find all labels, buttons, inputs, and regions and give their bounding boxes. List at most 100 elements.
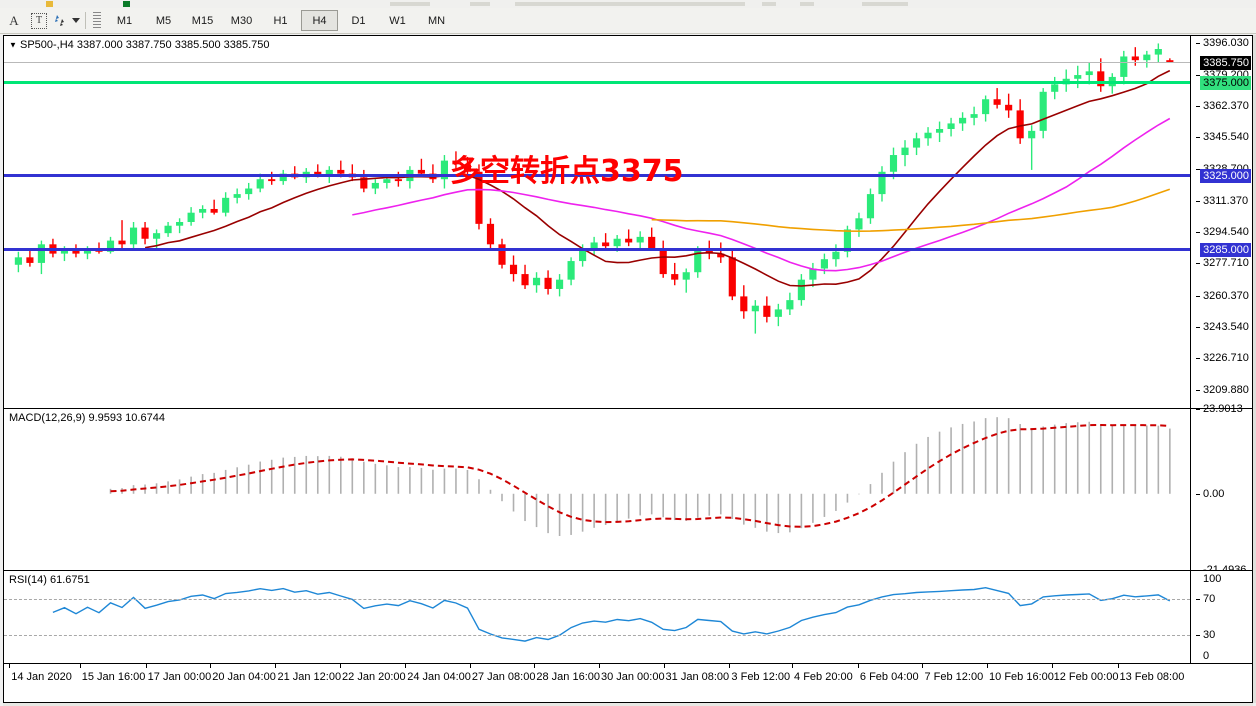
price-tick-3294.540: 3294.540 <box>1196 226 1252 238</box>
time-tick <box>340 664 342 668</box>
time-tick <box>598 664 600 668</box>
time-tick <box>987 664 989 668</box>
rsi-tick-30: 30 <box>1196 629 1252 641</box>
timeframe-h4[interactable]: H4 <box>301 10 338 31</box>
time-tick <box>922 664 924 668</box>
price-scale-axis[interactable]: 3396.0303379.2003362.3703345.5403328.700… <box>1190 36 1252 408</box>
time-tick <box>729 664 731 668</box>
time-tick <box>1051 664 1053 668</box>
text-tool-icon[interactable]: A <box>9 12 19 28</box>
time-label: 12 Feb 00:00 <box>1053 671 1119 683</box>
chart-frame: 多空转折点3375 3396.0303379.2003362.3703345.5… <box>3 35 1253 703</box>
timeframe-m30[interactable]: M30 <box>230 14 253 27</box>
time-label: 24 Jan 04:00 <box>407 671 471 683</box>
time-tick <box>79 664 81 668</box>
time-label: 15 Jan 16:00 <box>81 671 146 683</box>
time-label: 30 Jan 00:00 <box>600 671 665 683</box>
price-tick-3396.030: 3396.030 <box>1196 37 1252 49</box>
last-price-line <box>4 62 1190 63</box>
time-label: 21 Jan 12:00 <box>277 671 342 683</box>
time-label: 6 Feb 04:00 <box>859 671 919 683</box>
time-label: 27 Jan 08:00 <box>471 671 536 683</box>
macd-indicator-label[interactable]: MACD(12,26,9) 9.9593 10.6744 <box>9 412 165 424</box>
horizontal-scrollbar[interactable] <box>3 703 1253 706</box>
price-tick-3243.540: 3243.540 <box>1196 321 1252 333</box>
macd-scale-axis[interactable]: 23.9013 0.00 -21.4936 <box>1190 403 1252 576</box>
price-pane: 多空转折点3375 3396.0303379.2003362.3703345.5… <box>4 36 1252 409</box>
green-level-line-3375 <box>4 81 1190 84</box>
resistance-tag-3375: 3375.000 <box>1200 75 1251 90</box>
macd-series <box>109 417 1171 537</box>
time-label: 13 Feb 08:00 <box>1119 671 1185 683</box>
rsi-tick-100: 100 <box>1203 573 1222 585</box>
chrome-indicator-yellow <box>46 1 53 7</box>
timeframe-w1[interactable]: W1 <box>389 14 406 27</box>
time-tick <box>1117 664 1119 668</box>
time-tick <box>792 664 794 668</box>
price-tick-3311.370: 3311.370 <box>1196 195 1252 207</box>
timeframe-m1[interactable]: M1 <box>116 14 133 27</box>
timeframe-d1[interactable]: D1 <box>351 14 366 27</box>
rsi-pane: 100 70 30 0 RSI(14) 61.6751 <box>4 571 1252 664</box>
timeframe-mn[interactable]: MN <box>427 14 446 27</box>
candlestick-series <box>14 43 1174 334</box>
toolbar-separator-1 <box>85 12 86 29</box>
level-tag-3325: 3325.000 <box>1200 168 1251 183</box>
time-axis[interactable]: 14 Jan 2020 15 Jan 16:00 17 Jan 00:00 20 Ja… <box>4 664 1252 702</box>
chart-annotation-text[interactable]: 多空转折点3375 <box>450 154 684 189</box>
toolbar-drag-grip[interactable] <box>93 12 101 29</box>
time-label: 10 Feb 16:00 <box>989 671 1054 683</box>
timeframe-m5[interactable]: M5 <box>155 14 172 27</box>
vertical-scrollbar[interactable] <box>1253 35 1256 703</box>
price-tick-3209.880: 3209.880 <box>1196 384 1252 396</box>
time-tick <box>210 664 212 668</box>
rsi-plot-area[interactable] <box>4 571 1190 663</box>
rsi-indicator-label[interactable]: RSI(14) 61.6751 <box>9 574 90 586</box>
timeframe-group: M1 M5 M15 M30 H1 H4 D1 W1 MN <box>105 10 456 31</box>
macd-plot-area[interactable] <box>4 409 1190 570</box>
rsi-level-70-line <box>4 598 1190 600</box>
macd-tick-23.9013: 23.9013 <box>1196 403 1252 415</box>
rsi-tick-70: 70 <box>1196 593 1252 605</box>
objects-dropdown-caret-icon[interactable] <box>72 18 80 23</box>
time-label: 17 Jan 00:00 <box>147 671 212 683</box>
time-label: 3 Feb 12:00 <box>731 671 791 683</box>
chrome-block-6 <box>862 2 908 6</box>
chart-toolbar: A T M1 M5 M15 M30 H1 H4 D1 W1 MN <box>0 8 1256 34</box>
time-tick <box>469 664 471 668</box>
chrome-block-1 <box>390 2 430 6</box>
time-label: 28 Jan 16:00 <box>536 671 601 683</box>
timeframe-h1[interactable]: H1 <box>273 14 288 27</box>
price-tick-3362.370: 3362.370 <box>1196 100 1252 112</box>
time-tick <box>663 664 665 668</box>
time-tick <box>145 664 147 668</box>
timeframe-m15[interactable]: M15 <box>191 14 214 27</box>
text-label-glyph: T <box>31 12 47 29</box>
macd-pane: 23.9013 0.00 -21.4936 MACD(12,26,9) 9.9593… <box>4 403 1252 576</box>
price-tick-3226.710: 3226.710 <box>1196 352 1252 364</box>
time-label: 14 Jan 2020 <box>11 671 72 683</box>
time-tick <box>405 664 407 668</box>
chart-symbol-label: ▼ SP500-,H4 3387.000 3387.750 3385.500 3… <box>9 39 270 51</box>
chrome-block-5 <box>800 2 814 6</box>
last-price-tag: 3385.750 <box>1200 55 1251 70</box>
price-plot-area[interactable]: 多空转折点3375 <box>4 36 1190 408</box>
time-tick <box>9 664 11 668</box>
macd-tick-0.00: 0.00 <box>1196 488 1252 500</box>
time-tick <box>534 664 536 668</box>
time-tick <box>275 664 277 668</box>
rsi-scale-axis[interactable]: 100 70 30 0 <box>1190 571 1252 663</box>
time-axis-labels: 14 Jan 2020 15 Jan 16:00 17 Jan 00:00 20 Ja… <box>4 664 1190 702</box>
time-tick <box>857 664 859 668</box>
price-tick-3260.370: 3260.370 <box>1196 290 1252 302</box>
rsi-level-30-line <box>4 635 1190 637</box>
objects-tool-icon[interactable] <box>53 10 71 31</box>
text-label-tool-icon[interactable]: T <box>28 10 50 31</box>
chrome-block-3 <box>515 2 745 6</box>
collapse-icon[interactable]: ▼ <box>9 40 17 50</box>
objects-glyph <box>55 14 64 26</box>
chrome-block-2 <box>470 2 490 6</box>
rsi-series <box>52 586 1171 642</box>
price-tick-3345.540: 3345.540 <box>1196 131 1252 143</box>
chrome-block-4 <box>762 2 776 6</box>
